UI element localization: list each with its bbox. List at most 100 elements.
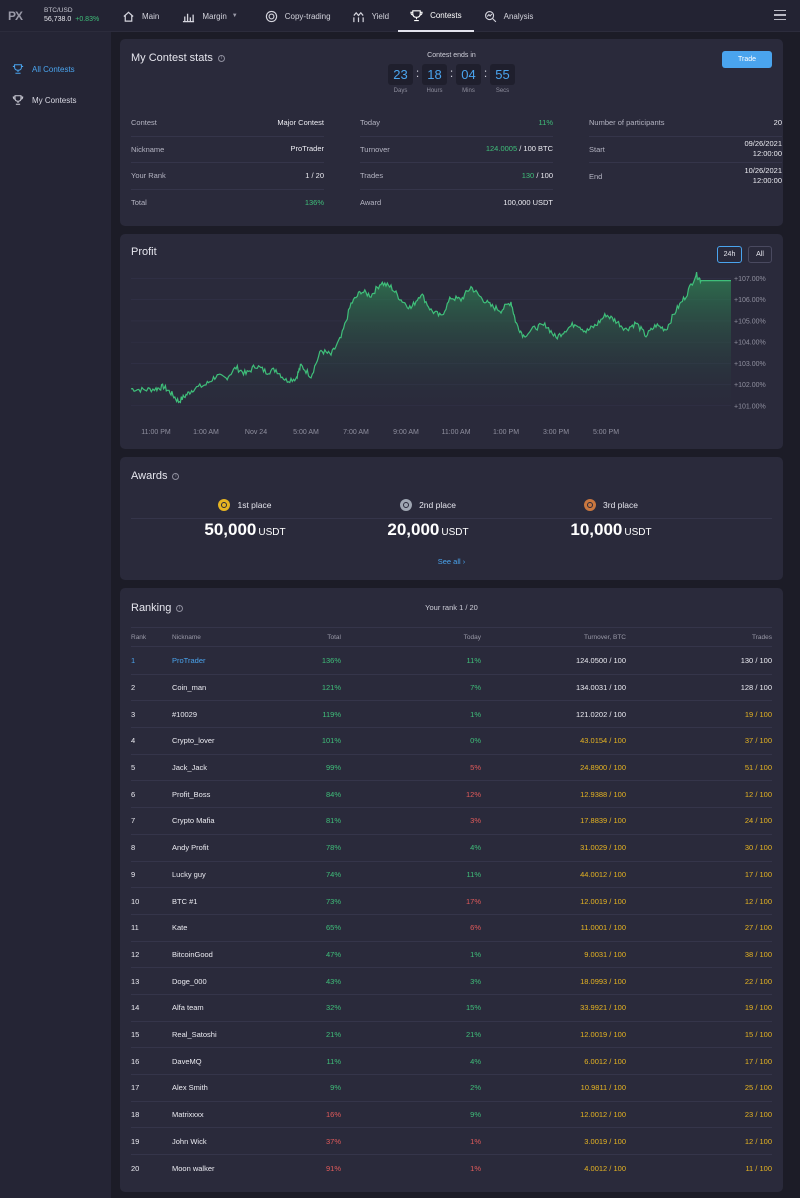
today-cell: 12% (465, 789, 481, 799)
total-cell: 43% (325, 976, 341, 986)
range-all-button[interactable]: All (748, 246, 772, 263)
trades-cell: 130 / 100 (740, 656, 772, 666)
table-row[interactable]: 19 John Wick 37% 1% 3.0019 / 100 12 / 100 (131, 1128, 772, 1156)
nickname-cell[interactable]: John Wick (172, 1136, 207, 1146)
award-third: 3rd place 10,000 USDT (521, 499, 701, 540)
nav-copy-trading[interactable]: Copy-trading (247, 0, 340, 32)
nickname-cell[interactable]: Alfa team (172, 1003, 204, 1013)
nav-analysis[interactable]: Analysis (474, 0, 543, 32)
sidebar-item-all-contests[interactable]: All Contests (12, 63, 75, 75)
nickname-cell[interactable]: Lucky guy (172, 869, 206, 879)
nav-yield[interactable]: Yield (340, 0, 399, 32)
countdown-label: Days (393, 88, 408, 94)
countdown-secs: 55 Secs (490, 64, 515, 94)
today-cell: 1% (470, 949, 481, 959)
sidebar: All Contests My Contests (0, 32, 111, 1198)
end-time: 12:00:00 (752, 176, 782, 186)
nickname-cell[interactable]: Jack_Jack (172, 763, 208, 773)
column-header: Turnover, BTC (583, 633, 626, 641)
nav-analysis-label: Analysis (503, 11, 534, 21)
profit-chart: +101.00% +102.00% +103.00% +104.00% +105.00%… (130, 271, 766, 436)
table-row[interactable]: 11 Kate 65% 6% 11.0001 / 100 27 / 100 (131, 915, 772, 942)
nav-main[interactable]: Main (112, 0, 168, 32)
award-first: 1st place 50,000 USDT (155, 499, 335, 540)
stat-value: 130 / 100 (522, 171, 553, 181)
table-row[interactable]: 18 Matrixxxx 16% 9% 12.0012 / 100 23 / 100 (131, 1102, 772, 1129)
stats-column-1: Contest Major Contest Nickname ProTrader Y… (131, 110, 324, 216)
table-row[interactable]: 15 Real_Satoshi 21% 21% 12.0019 / 100 15 / 10… (131, 1022, 772, 1049)
logo[interactable]: PX (8, 9, 23, 23)
nickname-cell[interactable]: Alex Smith (172, 1083, 208, 1093)
ticker-values[interactable]: 56,738.0 +0.83% (44, 16, 99, 23)
countdown-separator: : (449, 66, 454, 80)
end-date: 10/26/2021 (744, 166, 782, 176)
copy-trading-icon (265, 10, 277, 22)
trades-cell: 17 / 100 (744, 1056, 772, 1066)
trades-cell: 38 / 100 (744, 949, 772, 959)
table-row[interactable]: 12 BitcoinGood 47% 1% 9.0031 / 100 38 / 100 (131, 942, 772, 969)
nickname-cell[interactable]: Andy Profit (172, 843, 209, 853)
nickname-cell[interactable]: Moon walker (172, 1163, 215, 1173)
countdown-hours: 18 Hours (422, 64, 447, 94)
award-value: 10,000 (570, 520, 623, 539)
nickname-cell[interactable]: Profit_Boss (172, 789, 211, 799)
table-row[interactable]: 10 BTC #1 73% 17% 12.0019 / 100 12 / 100 (131, 888, 772, 915)
total-cell: 101% (321, 736, 341, 746)
nickname-cell[interactable]: Matrixxxx (172, 1110, 204, 1120)
countdown-label: Secs (495, 88, 510, 94)
countdown-label: Hours (426, 88, 443, 94)
total-cell: 81% (325, 816, 341, 826)
table-row[interactable]: 1 ProTrader 136% 11% 124.0500 / 100 130 / 100 (131, 648, 772, 675)
stat-row-participants: Number of participants 20 (589, 110, 782, 137)
nickname-cell[interactable]: ProTrader (172, 656, 206, 666)
trades-cell: 30 / 100 (744, 843, 772, 853)
table-row[interactable]: 20 Moon walker 91% 1% 4.0012 / 100 11 / 100 (131, 1155, 772, 1182)
see-all-link[interactable]: See all › (437, 557, 466, 566)
info-icon[interactable]: i (172, 472, 180, 480)
table-row[interactable]: 7 Crypto Mafia 81% 3% 17.8839 / 100 24 / 100 (131, 808, 772, 835)
rank-cell: 14 (131, 1003, 140, 1013)
x-tick-label: 3:00 PM (543, 429, 569, 436)
nickname-cell[interactable]: Kate (172, 923, 188, 933)
table-row[interactable]: 14 Alfa team 32% 15% 33.9921 / 100 19 / 100 (131, 995, 772, 1022)
range-24h-button[interactable]: 24h (717, 246, 742, 263)
rank-cell: 18 (131, 1110, 140, 1120)
nickname-cell[interactable]: BTC #1 (172, 896, 198, 906)
awards-title: Awards (131, 470, 168, 482)
nickname-cell[interactable]: Coin_man (172, 683, 207, 693)
total-cell: 73% (325, 896, 341, 906)
profit-title: Profit (131, 246, 157, 258)
panel-title: Awards i (131, 470, 180, 482)
table-row[interactable]: 17 Alex Smith 9% 2% 10.9811 / 100 25 / 100 (131, 1075, 772, 1102)
ticker-pair[interactable]: BTC/USD (44, 7, 73, 14)
nickname-cell[interactable]: #10029 (172, 709, 198, 719)
table-row[interactable]: 5 Jack_Jack 99% 5% 24.8900 / 100 51 / 100 (131, 755, 772, 782)
nickname-cell[interactable]: Crypto_lover (172, 736, 215, 746)
nav-copy-trading-label: Copy-trading (284, 11, 331, 21)
panel-title: My Contest stats i (131, 52, 225, 64)
info-icon[interactable]: i (176, 604, 184, 612)
table-row[interactable]: 3 #10029 119% 1% 121.0202 / 100 19 / 100 (131, 701, 772, 729)
table-row[interactable]: 16 DaveMQ 11% 4% 6.0012 / 100 17 / 100 (131, 1048, 772, 1075)
trade-button[interactable]: Trade (722, 51, 772, 68)
nav-contests[interactable]: Contests (398, 0, 474, 32)
nickname-cell[interactable]: BitcoinGood (172, 949, 213, 959)
menu-icon[interactable] (774, 10, 786, 20)
table-row[interactable]: 6 Profit_Boss 84% 12% 12.9388 / 100 12 / 100 (131, 781, 772, 809)
nav-margin[interactable]: Margin ▼ (168, 0, 246, 32)
table-row[interactable]: 13 Doge_000 43% 3% 18.0993 / 100 22 / 100 (131, 968, 772, 995)
countdown-separator: : (483, 66, 488, 80)
table-row[interactable]: 8 Andy Profit 78% 4% 31.0029 / 100 30 / 100 (131, 835, 772, 862)
info-icon[interactable]: i (217, 54, 225, 62)
nickname-cell[interactable]: Crypto Mafia (172, 816, 215, 826)
turnover-cell: 12.0019 / 100 (580, 1029, 626, 1039)
turnover-cell: 43.0154 / 100 (580, 736, 626, 746)
nickname-cell[interactable]: Doge_000 (172, 976, 207, 986)
nickname-cell[interactable]: Real_Satoshi (172, 1029, 217, 1039)
table-row[interactable]: 9 Lucky guy 74% 11% 44.0012 / 100 17 / 100 (131, 862, 772, 889)
table-row[interactable]: 4 Crypto_lover 101% 0% 43.0154 / 100 37 / 100 (131, 728, 772, 755)
table-row[interactable]: 2 Coin_man 121% 7% 134.0031 / 100 128 / 100 (131, 675, 772, 702)
sidebar-item-my-contests[interactable]: My Contests (12, 94, 76, 106)
main-nav: Main Margin ▼ Copy-trading Yield Contest… (112, 0, 542, 32)
nickname-cell[interactable]: DaveMQ (172, 1056, 202, 1066)
